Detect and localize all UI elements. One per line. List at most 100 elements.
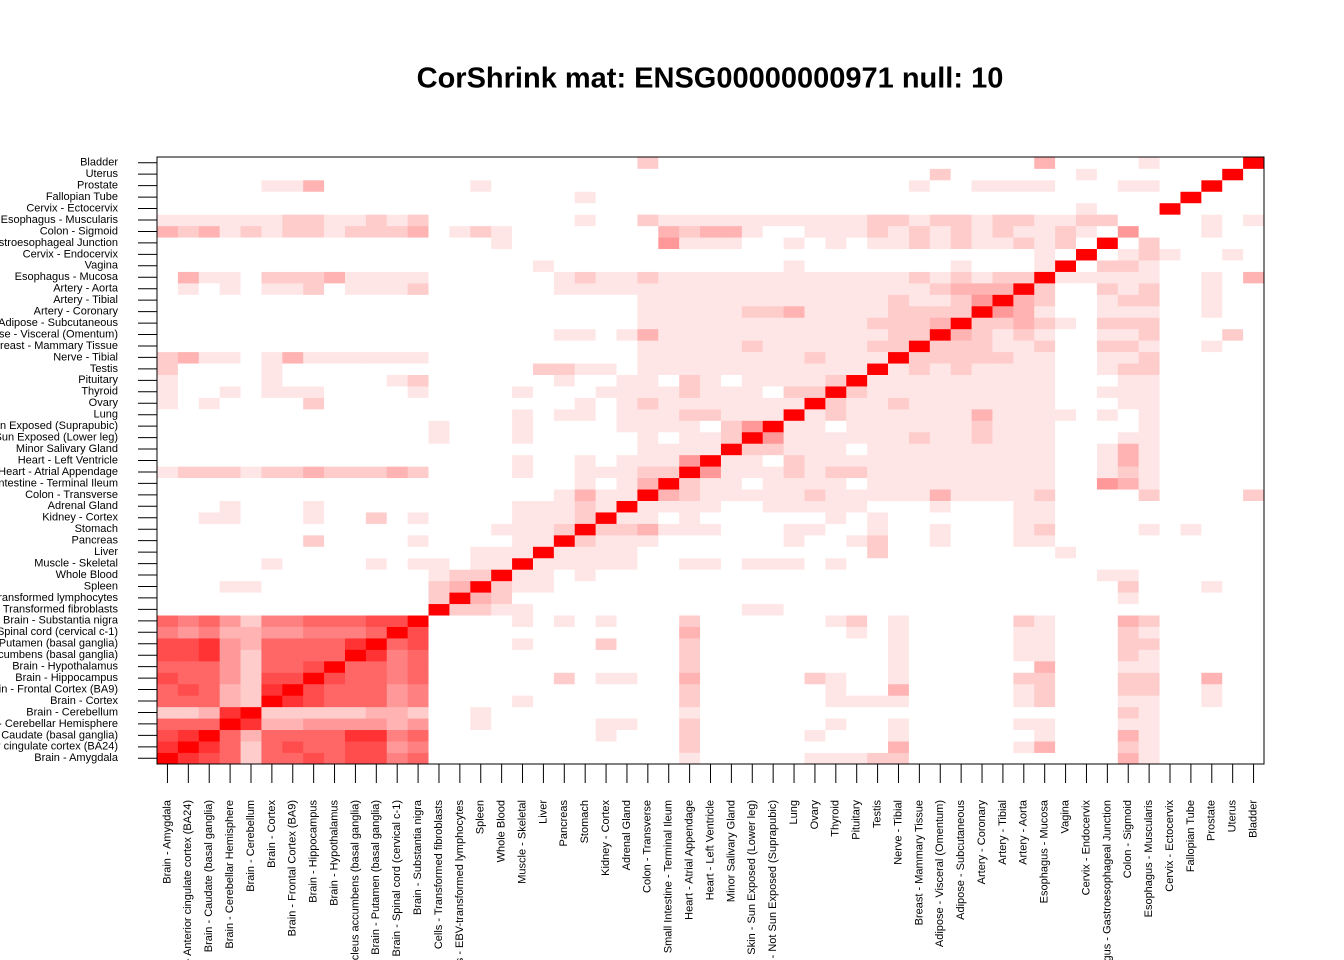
heatmap-cell (386, 420, 409, 433)
heatmap-cell (407, 317, 429, 330)
heatmap-cell (825, 225, 847, 238)
heatmap-cell (1096, 615, 1119, 627)
heatmap-cell (344, 534, 367, 547)
heatmap-cell (825, 477, 847, 490)
heatmap-cell (344, 191, 367, 204)
heatmap-cell (219, 282, 241, 295)
heatmap-cell (1076, 260, 1098, 272)
heatmap-cell (804, 534, 826, 547)
heatmap-cell (1034, 546, 1056, 559)
heatmap-cell (762, 317, 785, 330)
heatmap-cell (365, 305, 388, 318)
heatmap-cell (1076, 214, 1098, 227)
heatmap-cell (574, 386, 597, 398)
heatmap-cell (177, 729, 200, 742)
heatmap-cell (929, 683, 952, 696)
heatmap-cell (1034, 271, 1056, 284)
heatmap-cell (616, 168, 638, 181)
y-tick-label: Spleen (84, 580, 118, 592)
heatmap-cell (1159, 340, 1181, 353)
heatmap-cell (1159, 374, 1181, 387)
heatmap-cell (1055, 294, 1077, 307)
heatmap-cell (407, 615, 429, 627)
heatmap-cell (512, 638, 534, 650)
heatmap-cell (470, 179, 492, 192)
heatmap-cell (512, 214, 534, 227)
heatmap-cell (470, 466, 492, 479)
heatmap-cell (470, 603, 492, 616)
heatmap-cell (741, 191, 764, 204)
heatmap-cell (449, 466, 471, 479)
heatmap-cell (825, 168, 847, 181)
heatmap-cell (282, 729, 304, 742)
heatmap-cell (1222, 534, 1244, 547)
heatmap-cell (867, 500, 889, 513)
heatmap-cell (700, 546, 722, 559)
heatmap-cell (971, 454, 993, 467)
heatmap-cell (929, 534, 952, 547)
heatmap-cell (1138, 328, 1160, 341)
heatmap-cell (470, 351, 492, 364)
heatmap-cell (1180, 660, 1202, 673)
heatmap-cell (1201, 237, 1223, 250)
heatmap-cell (867, 534, 889, 547)
x-tick-label: Brain - Hypothalamus (328, 800, 340, 906)
heatmap-cell (825, 397, 847, 410)
heatmap-cell (741, 500, 764, 513)
heatmap-cell (553, 431, 576, 444)
heatmap-cell (1096, 305, 1119, 318)
heatmap-cell (929, 557, 952, 570)
heatmap-cell (720, 431, 743, 444)
heatmap-cell (783, 534, 805, 547)
heatmap-cell (198, 179, 221, 192)
heatmap-cell (386, 706, 409, 719)
heatmap-cell (1159, 157, 1181, 169)
heatmap-cell (867, 615, 889, 627)
heatmap-cell (804, 454, 826, 467)
heatmap-cell (1138, 695, 1160, 708)
heatmap-cell (595, 706, 617, 719)
heatmap-cell (1159, 202, 1181, 215)
heatmap-cell (282, 695, 304, 708)
heatmap-cell (1055, 340, 1077, 353)
heatmap-cell (428, 592, 450, 605)
y-tick-label: Pancreas (72, 535, 119, 547)
heatmap-cell (804, 557, 826, 570)
heatmap-cell (282, 523, 304, 536)
x-tick-label: Skin - Not Sun Exposed (Suprapubic) (767, 800, 779, 960)
heatmap-cell (846, 718, 868, 731)
heatmap-cell (261, 489, 283, 501)
heatmap-cell (407, 225, 429, 238)
heatmap-cell (700, 615, 722, 627)
heatmap-cell (157, 546, 179, 559)
heatmap-cell (1013, 477, 1035, 490)
heatmap-cell (1096, 443, 1119, 456)
heatmap-cell (992, 305, 1014, 318)
heatmap-cell (1180, 718, 1202, 731)
heatmap-cell (198, 649, 221, 662)
heatmap-cell (1034, 741, 1056, 753)
heatmap-cell (261, 294, 283, 307)
heatmap-cell (908, 729, 931, 742)
heatmap-cell (574, 534, 597, 547)
heatmap-cell (867, 512, 889, 524)
heatmap-cell (344, 638, 367, 650)
heatmap-cell (198, 202, 221, 215)
heatmap-cell (929, 271, 952, 284)
heatmap-cell (867, 546, 889, 559)
heatmap-cell (1138, 214, 1160, 227)
heatmap-cell (804, 638, 826, 650)
y-tick-label: Colon - Transverse (25, 489, 118, 501)
heatmap-cell (762, 168, 785, 181)
heatmap-cell (282, 305, 304, 318)
heatmap-cell (198, 660, 221, 673)
heatmap-cell (365, 683, 388, 696)
heatmap-cell (344, 660, 367, 673)
heatmap-cell (344, 157, 367, 169)
heatmap-cell (1076, 443, 1098, 456)
heatmap-cell (574, 225, 597, 238)
heatmap-cell (929, 168, 952, 181)
y-tick-label: Cervix - Endocervix (23, 248, 119, 260)
heatmap-cell (344, 752, 367, 765)
heatmap-cell (553, 305, 576, 318)
